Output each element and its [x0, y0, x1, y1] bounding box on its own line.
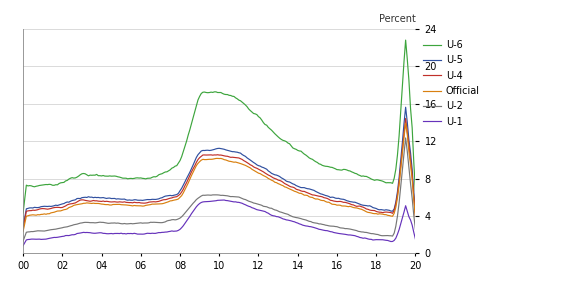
U-5 — [409, 168, 415, 171]
U-5 — [335, 197, 342, 200]
U-1 — [337, 232, 344, 235]
U-6 — [409, 126, 415, 130]
U-2 — [309, 221, 316, 224]
U-2 — [20, 239, 27, 243]
U-2 — [335, 226, 342, 229]
U-6 — [20, 211, 27, 215]
U-2 — [402, 136, 409, 140]
U-4 — [412, 214, 419, 217]
U-2 — [168, 218, 175, 221]
U-4 — [402, 117, 409, 120]
U-6 — [335, 168, 342, 171]
Line: U-6: U-6 — [23, 40, 415, 213]
U-6 — [309, 158, 316, 161]
Official — [63, 207, 70, 211]
Line: U-2: U-2 — [23, 138, 415, 241]
U-1 — [219, 198, 226, 202]
U-6 — [168, 166, 175, 170]
U-5 — [309, 188, 316, 192]
U-2 — [63, 225, 70, 229]
Official — [243, 164, 250, 168]
U-1 — [168, 229, 175, 233]
Official — [20, 230, 27, 233]
U-4 — [168, 196, 175, 200]
U-6 — [402, 38, 409, 42]
U-1 — [409, 223, 415, 227]
U-1 — [245, 204, 252, 208]
Line: U-4: U-4 — [23, 118, 415, 228]
U-1 — [412, 237, 419, 241]
Official — [309, 196, 316, 199]
Official — [168, 199, 175, 202]
Official — [409, 178, 415, 181]
U-4 — [63, 203, 70, 206]
U-6 — [63, 179, 70, 182]
U-5 — [63, 200, 70, 204]
U-4 — [243, 161, 250, 164]
U-2 — [243, 199, 250, 202]
U-4 — [335, 200, 342, 203]
Official — [412, 216, 419, 219]
U-1 — [20, 244, 27, 247]
Official — [402, 122, 409, 125]
U-6 — [412, 190, 419, 193]
U-5 — [402, 105, 409, 109]
U-1 — [310, 226, 317, 229]
Line: U-1: U-1 — [23, 200, 415, 246]
U-5 — [243, 156, 250, 160]
U-2 — [412, 228, 419, 231]
U-4 — [20, 226, 27, 230]
Official — [335, 203, 342, 207]
U-5 — [412, 211, 419, 214]
Line: U-5: U-5 — [23, 107, 415, 227]
Line: Official: Official — [23, 123, 415, 232]
U-6 — [243, 105, 250, 108]
U-1 — [63, 234, 70, 237]
U-5 — [168, 194, 175, 198]
Text: Percent: Percent — [379, 14, 415, 24]
U-4 — [409, 174, 415, 177]
U-2 — [409, 196, 415, 200]
Legend: U-6, U-5, U-4, Official, U-2, U-1: U-6, U-5, U-4, Official, U-2, U-1 — [424, 40, 479, 127]
U-5 — [20, 225, 27, 228]
U-4 — [309, 193, 316, 197]
